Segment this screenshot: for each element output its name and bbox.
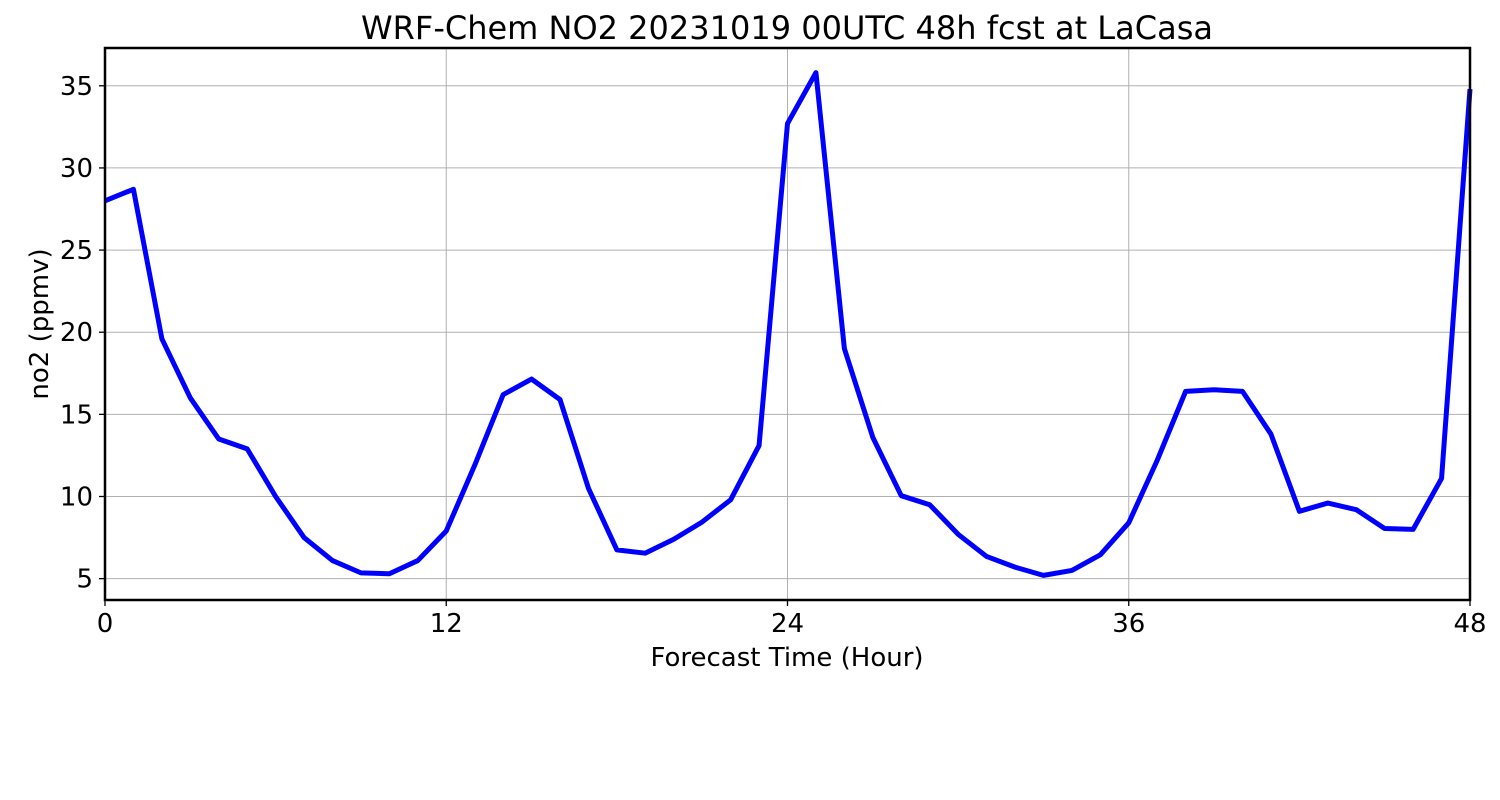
x-tick-label: 24 (771, 609, 804, 639)
y-tick-label: 35 (60, 72, 93, 102)
y-tick-label: 25 (60, 236, 93, 266)
y-tick-label: 5 (76, 565, 93, 595)
y-axis-label: no2 (ppmv) (25, 248, 55, 399)
axis-ticks: 0 12 24 36 48 5 10 15 20 25 30 35 (60, 72, 1487, 639)
y-tick-label: 20 (60, 318, 93, 348)
data-series (104, 70, 1473, 578)
x-tick-label: 48 (1453, 609, 1486, 639)
plot-frame (103, 46, 1472, 602)
y-tick-label: 10 (60, 483, 93, 513)
x-tick-label: 12 (430, 609, 463, 639)
x-tick-label: 0 (97, 609, 114, 639)
series-line-no2 (104, 70, 1473, 578)
y-tick-label: 15 (60, 400, 93, 430)
x-tick-label: 36 (1112, 609, 1145, 639)
y-tick-label: 30 (60, 154, 93, 184)
chart-title: WRF-Chem NO2 20231019 00UTC 48h fcst at … (361, 9, 1213, 47)
x-axis-label: Forecast Time (Hour) (650, 643, 923, 673)
